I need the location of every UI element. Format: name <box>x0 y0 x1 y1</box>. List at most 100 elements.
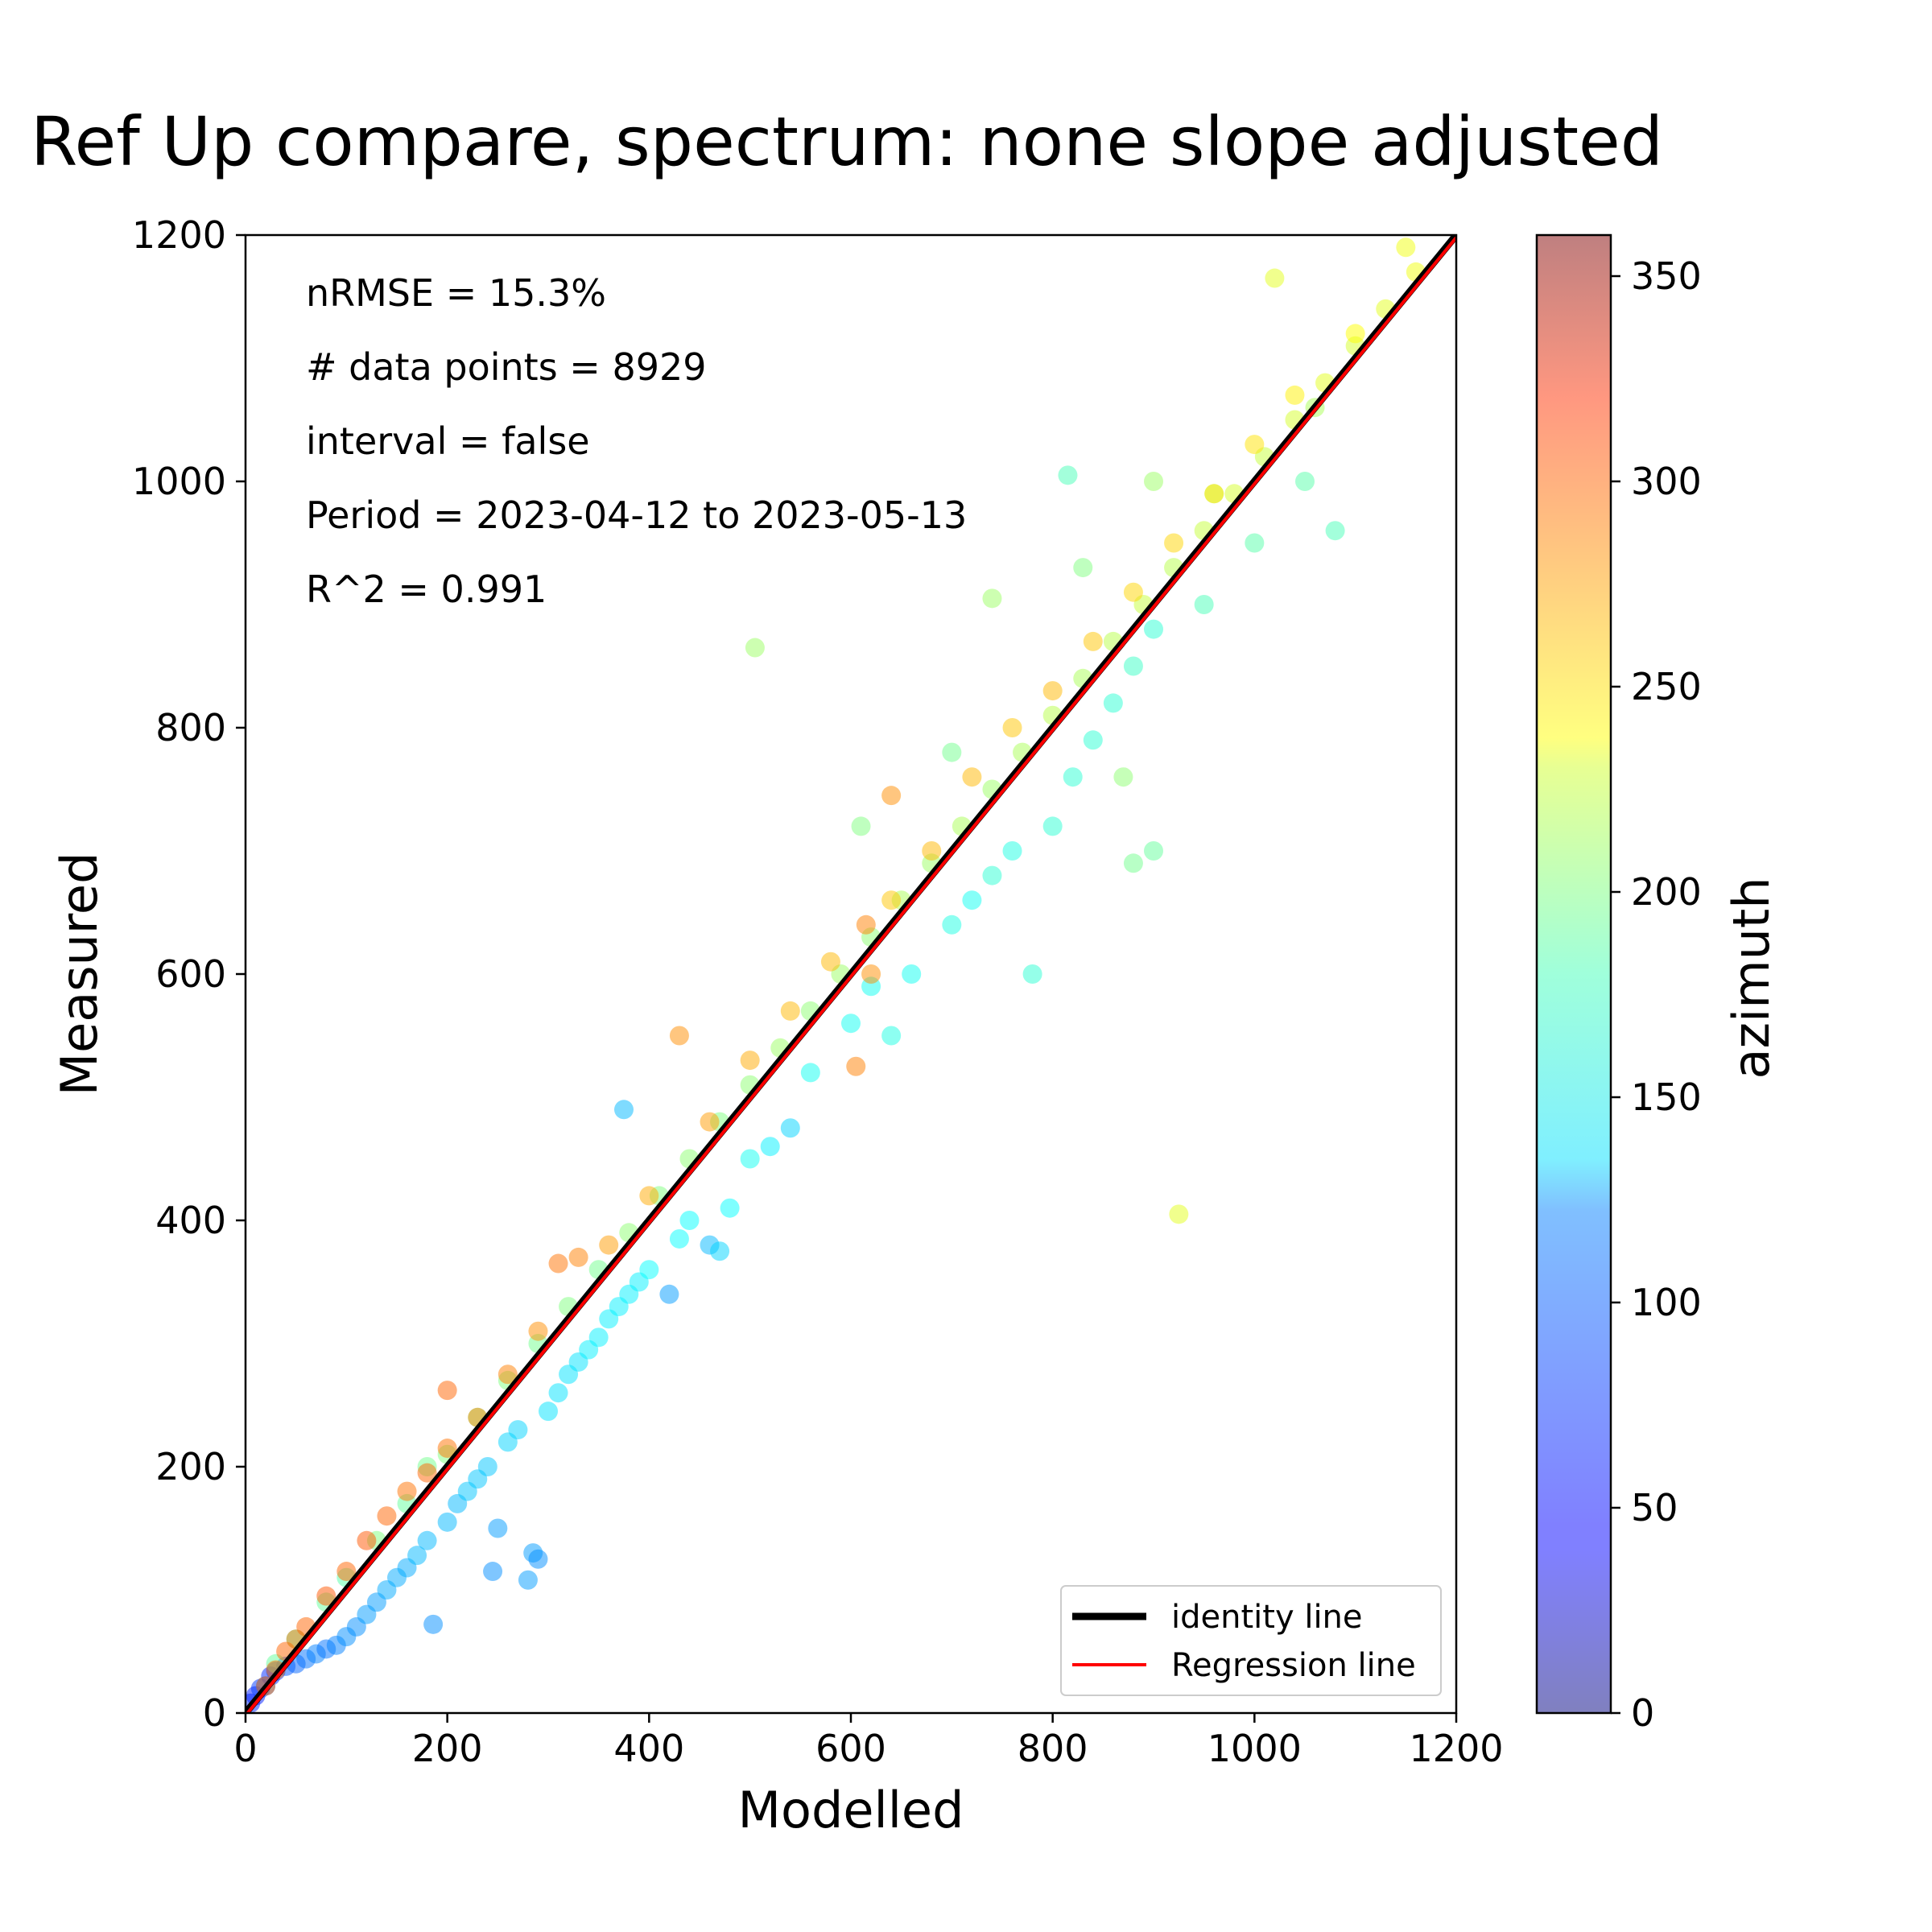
data-point <box>942 914 962 935</box>
y-tick-label: 1000 <box>132 460 226 503</box>
data-point <box>982 865 1002 886</box>
data-point <box>720 1198 740 1218</box>
data-point <box>820 952 840 972</box>
colorbar-tick-label: 0 <box>1631 1691 1654 1735</box>
x-tick-label: 800 <box>1018 1727 1088 1770</box>
legend: identity line Regression line <box>1060 1585 1442 1696</box>
data-point <box>710 1241 730 1261</box>
data-point <box>477 1457 497 1476</box>
data-point <box>962 890 982 910</box>
y-tick-label: 200 <box>155 1445 226 1488</box>
x-tick-label: 1200 <box>1409 1727 1503 1770</box>
colorbar-tick-label: 300 <box>1631 460 1702 503</box>
annotation-interval: interval = false <box>306 419 590 463</box>
x-tick-label: 1000 <box>1208 1727 1302 1770</box>
data-point <box>437 1512 457 1532</box>
colorbar-frame <box>1535 233 1612 1715</box>
data-point <box>760 1137 780 1157</box>
data-point <box>1083 631 1103 651</box>
data-point <box>377 1506 397 1526</box>
data-point <box>1245 533 1265 553</box>
data-point <box>568 1247 588 1267</box>
data-point <box>1285 385 1305 405</box>
data-point <box>639 1186 659 1206</box>
data-point <box>942 742 962 762</box>
data-point <box>1144 619 1163 639</box>
x-tick-label: 600 <box>815 1727 886 1770</box>
data-point <box>1204 484 1224 504</box>
data-point <box>1113 767 1133 787</box>
data-point <box>528 1549 548 1569</box>
data-point <box>336 1562 357 1582</box>
data-point <box>1265 268 1285 288</box>
y-tick-label: 600 <box>155 952 226 996</box>
y-tick-label: 800 <box>155 706 226 749</box>
x-axis-ticks: 0 200 400 600 800 1000 1200 <box>233 1713 1504 1770</box>
data-point <box>1325 521 1345 541</box>
data-point <box>548 1383 568 1403</box>
regression-line <box>246 236 1456 1713</box>
data-point <box>518 1570 538 1590</box>
data-point <box>599 1235 619 1255</box>
data-point <box>437 1381 457 1401</box>
data-point <box>902 964 922 984</box>
y-axis-ticks: 0 200 400 600 800 1000 1200 <box>132 213 246 1735</box>
data-point <box>922 841 942 861</box>
data-point <box>483 1562 503 1582</box>
colorbar-tick-label: 50 <box>1631 1486 1678 1530</box>
data-point <box>1345 324 1365 344</box>
data-point <box>1123 582 1143 602</box>
data-point <box>423 1614 444 1634</box>
data-point <box>1144 472 1163 491</box>
data-point <box>407 1546 427 1566</box>
colorbar-ticks: 0 50 100 150 200 250 300 350 <box>1611 254 1702 1735</box>
colorbar: 0 50 100 150 200 250 300 350 azimuth <box>1535 233 1781 1735</box>
data-point <box>1002 841 1022 861</box>
data-point <box>669 1026 689 1046</box>
y-tick-label: 0 <box>203 1691 226 1735</box>
chart-title: Ref Up compare, spectrum: none slope adj… <box>31 102 1663 181</box>
data-point <box>659 1284 679 1304</box>
annotation-data-points: # data points = 8929 <box>306 345 707 389</box>
data-point <box>1123 656 1143 676</box>
legend-box <box>1060 1585 1442 1696</box>
colorbar-tick-label: 100 <box>1631 1281 1702 1324</box>
legend-regression-label: Regression line <box>1171 1647 1416 1684</box>
data-point <box>1123 853 1143 873</box>
data-point <box>1194 595 1214 614</box>
data-point <box>962 767 982 787</box>
reference-lines <box>246 235 1456 1713</box>
data-point <box>881 1026 902 1046</box>
data-point <box>846 1056 866 1076</box>
annotation-period: Period = 2023-04-12 to 2023-05-13 <box>306 493 967 537</box>
annotation-block: nRMSE = 15.3% # data points = 8929 inter… <box>306 271 967 611</box>
data-point <box>669 1228 689 1249</box>
x-tick-label: 400 <box>613 1727 684 1770</box>
colorbar-tick-label: 150 <box>1631 1075 1702 1119</box>
data-point <box>437 1439 457 1459</box>
data-point <box>861 964 881 984</box>
data-point <box>780 1118 800 1138</box>
data-point <box>679 1211 700 1230</box>
colorbar-gradient <box>1537 235 1611 1713</box>
data-point <box>1103 693 1123 713</box>
annotation-nrmse: nRMSE = 15.3% <box>306 271 606 315</box>
data-point <box>881 786 902 806</box>
data-point <box>881 890 902 910</box>
data-point <box>740 1149 760 1169</box>
data-point <box>1295 472 1315 491</box>
colorbar-tick-label: 200 <box>1631 870 1702 914</box>
data-point <box>1058 465 1078 485</box>
data-point <box>1042 681 1063 701</box>
data-point <box>1169 1204 1189 1224</box>
data-point <box>1042 816 1063 836</box>
data-point <box>1144 841 1163 861</box>
data-point <box>1073 558 1093 578</box>
data-point <box>700 1112 720 1132</box>
y-tick-label: 400 <box>155 1199 226 1242</box>
data-point <box>800 1063 820 1083</box>
data-point <box>539 1402 558 1422</box>
data-point <box>841 1013 861 1034</box>
data-point <box>417 1530 437 1550</box>
data-point <box>316 1586 336 1606</box>
